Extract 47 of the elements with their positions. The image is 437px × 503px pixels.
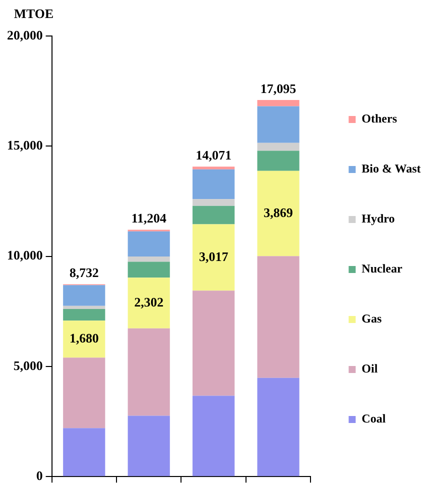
data-label: 2,302 <box>134 294 164 310</box>
total-label: 11,204 <box>131 210 167 226</box>
data-label: 3,017 <box>198 248 229 264</box>
bar <box>128 328 170 416</box>
bar <box>192 290 235 396</box>
bar <box>63 285 106 306</box>
bar <box>257 142 300 151</box>
total-label: 17,095 <box>260 80 297 96</box>
bar <box>192 206 235 224</box>
legend-label: Oil <box>362 362 378 376</box>
bar <box>257 378 300 476</box>
legend-label: Hydro <box>362 212 395 226</box>
bar <box>257 106 300 143</box>
bar <box>128 278 170 328</box>
bar <box>63 320 106 358</box>
bar <box>257 100 300 106</box>
legend-label: Nuclear <box>362 262 403 276</box>
total-label: 14,071 <box>196 147 232 162</box>
y-tick-label: 20,000 <box>7 27 43 42</box>
y-axis-title: MTOE <box>14 6 54 21</box>
bar <box>257 170 300 256</box>
bar <box>192 199 235 206</box>
y-tick-label: 15,000 <box>7 138 43 153</box>
bar <box>192 396 235 476</box>
bar <box>63 358 106 428</box>
data-label: 1,680 <box>69 330 99 346</box>
bar <box>63 306 106 309</box>
bar <box>257 150 300 171</box>
bar <box>63 428 106 476</box>
bar <box>63 308 106 321</box>
y-tick-label: 5,000 <box>14 358 43 373</box>
y-tick-label: 0 <box>36 468 43 483</box>
legend-label: Others <box>362 112 398 126</box>
total-label: 8,732 <box>69 265 99 280</box>
legend-label: Bio & Wast <box>362 162 421 176</box>
legend-label: Gas <box>362 312 382 326</box>
bar <box>128 262 170 278</box>
bar <box>128 231 170 256</box>
bar <box>128 256 170 262</box>
data-label: 3,869 <box>264 204 294 220</box>
bar <box>192 169 235 200</box>
bar <box>192 166 235 170</box>
legend-label: Coal <box>362 412 386 426</box>
bar <box>192 224 235 291</box>
bar <box>128 416 170 476</box>
y-tick-label: 10,000 <box>7 248 43 263</box>
bar <box>257 256 300 378</box>
